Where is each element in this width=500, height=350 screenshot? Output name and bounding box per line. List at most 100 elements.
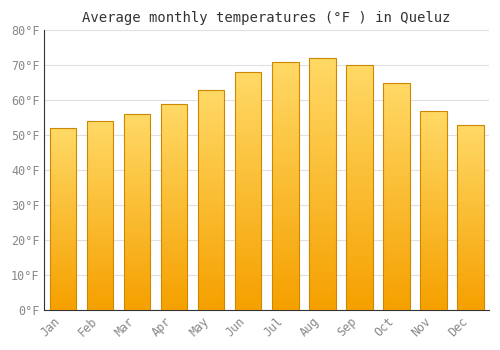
Bar bbox=[346, 166, 372, 168]
Bar bbox=[272, 67, 298, 69]
Bar bbox=[420, 139, 446, 141]
Bar bbox=[124, 231, 150, 233]
Bar bbox=[383, 219, 409, 221]
Bar bbox=[420, 111, 446, 113]
Bar bbox=[420, 288, 446, 290]
Bar bbox=[272, 121, 298, 124]
Bar bbox=[420, 186, 446, 188]
Bar bbox=[235, 72, 262, 75]
Bar bbox=[420, 216, 446, 218]
Bar bbox=[383, 287, 409, 289]
Bar bbox=[235, 132, 262, 134]
Bar bbox=[124, 290, 150, 292]
Bar bbox=[198, 96, 224, 99]
Bar bbox=[383, 208, 409, 210]
Bar bbox=[235, 248, 262, 250]
Bar bbox=[235, 96, 262, 98]
Bar bbox=[86, 148, 114, 149]
Bar bbox=[309, 74, 336, 76]
Bar bbox=[50, 154, 76, 155]
Bar bbox=[309, 232, 336, 234]
Bar bbox=[161, 252, 188, 254]
Bar bbox=[420, 135, 446, 136]
Bar bbox=[198, 246, 224, 248]
Bar bbox=[235, 115, 262, 118]
Bar bbox=[346, 290, 372, 293]
Bar bbox=[50, 261, 76, 262]
Bar bbox=[161, 139, 188, 141]
Bar bbox=[86, 238, 114, 240]
Bar bbox=[420, 308, 446, 310]
Bar bbox=[383, 133, 409, 135]
Bar bbox=[272, 144, 298, 146]
Bar bbox=[457, 160, 483, 162]
Bar bbox=[235, 198, 262, 201]
Bar bbox=[420, 192, 446, 194]
Bar bbox=[309, 144, 336, 146]
Bar bbox=[383, 298, 409, 301]
Bar bbox=[50, 139, 76, 141]
Bar bbox=[235, 177, 262, 179]
Bar bbox=[457, 221, 483, 223]
Bar bbox=[383, 158, 409, 160]
Bar bbox=[235, 208, 262, 210]
Bar bbox=[272, 183, 298, 186]
Bar bbox=[383, 271, 409, 273]
Bar bbox=[50, 264, 76, 266]
Bar bbox=[86, 255, 114, 257]
Bar bbox=[383, 140, 409, 142]
Bar bbox=[50, 279, 76, 281]
Bar bbox=[309, 234, 336, 237]
Bar bbox=[309, 270, 336, 272]
Bar bbox=[235, 291, 262, 293]
Bar bbox=[50, 252, 76, 253]
Bar bbox=[198, 112, 224, 114]
Bar bbox=[420, 278, 446, 280]
Bar bbox=[198, 140, 224, 142]
Bar bbox=[86, 274, 114, 276]
Bar bbox=[235, 89, 262, 91]
Bar bbox=[161, 279, 188, 281]
Bar bbox=[50, 226, 76, 228]
Bar bbox=[86, 136, 114, 138]
Bar bbox=[420, 145, 446, 147]
Bar bbox=[124, 241, 150, 243]
Bar bbox=[383, 183, 409, 185]
Bar bbox=[309, 83, 336, 86]
Bar bbox=[161, 293, 188, 295]
Bar bbox=[457, 247, 483, 248]
Bar bbox=[346, 70, 372, 73]
Bar bbox=[86, 142, 114, 144]
Bar bbox=[346, 87, 372, 90]
Bar bbox=[383, 96, 409, 99]
Bar bbox=[50, 177, 76, 179]
Bar bbox=[309, 66, 336, 69]
Bar bbox=[161, 308, 188, 310]
Bar bbox=[50, 286, 76, 288]
Bar bbox=[272, 300, 298, 302]
Bar bbox=[346, 239, 372, 241]
Bar bbox=[235, 172, 262, 174]
Bar bbox=[235, 189, 262, 191]
Bar bbox=[309, 63, 336, 66]
Bar bbox=[457, 228, 483, 230]
Bar bbox=[235, 134, 262, 136]
Bar bbox=[50, 293, 76, 295]
Bar bbox=[50, 164, 76, 166]
Bar bbox=[272, 265, 298, 268]
Bar bbox=[198, 231, 224, 233]
Bar bbox=[50, 141, 76, 143]
Bar bbox=[124, 206, 150, 208]
Bar bbox=[235, 106, 262, 108]
Bar bbox=[161, 147, 188, 149]
Bar bbox=[198, 114, 224, 116]
Bar bbox=[457, 304, 483, 306]
Bar bbox=[161, 256, 188, 258]
Bar bbox=[272, 159, 298, 161]
Bar bbox=[383, 307, 409, 310]
Bar bbox=[346, 275, 372, 278]
Bar bbox=[161, 260, 188, 262]
Bar bbox=[346, 222, 372, 224]
Bar bbox=[50, 214, 76, 215]
Bar bbox=[124, 179, 150, 181]
